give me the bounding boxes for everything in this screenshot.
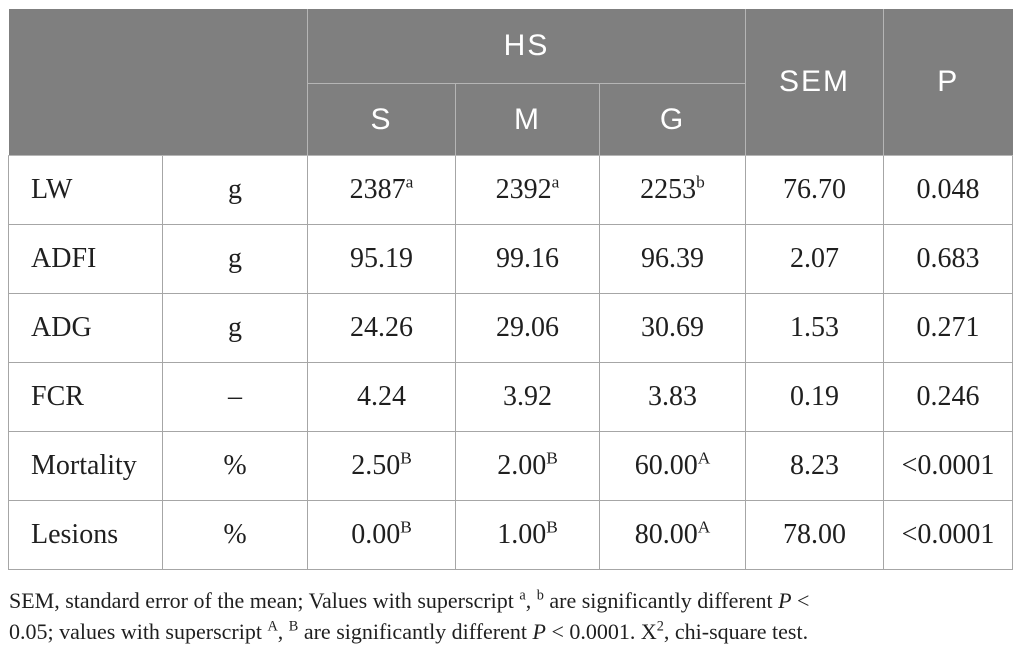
row-sem: 1.53 [745,293,884,363]
row-parameter: ADFI [8,224,163,294]
table-row: Lesions % 0.00B 1.00B 80.00A 78.00 <0.00… [8,500,1013,570]
row-value: 96.39 [599,224,746,294]
footnote-italic: P [532,619,546,644]
significance-superscript: b [696,172,705,192]
row-parameter: LW [8,155,163,225]
row-value: 2387a [307,155,456,225]
row-value: 30.69 [599,293,746,363]
header-sem: SEM [745,9,884,156]
significance-superscript: B [546,448,558,468]
footnote-italic: P [778,588,792,613]
row-sem: 8.23 [745,431,884,501]
row-parameter: Lesions [8,500,163,570]
row-value: 24.26 [307,293,456,363]
row-sem: 78.00 [745,500,884,570]
footnote: SEM, standard error of the mean; Values … [9,587,810,644]
row-p: 0.683 [883,224,1013,294]
header-sub-s: S [307,83,456,156]
row-sem: 2.07 [745,224,884,294]
header-p: P [883,9,1013,156]
table-header: HS SEM P S M G [8,9,1013,156]
table-body: LW g 2387a 2392a 2253b 76.70 0.048 ADFI … [8,155,1013,570]
row-value: 2.50B [307,431,456,501]
row-parameter: Mortality [8,431,163,501]
row-value: 2.00B [455,431,600,501]
row-unit: % [162,431,308,501]
significance-superscript: B [400,517,412,537]
row-value: 80.00A [599,500,746,570]
footnote-superscript: A [267,618,278,635]
table-row: ADG g 24.26 29.06 30.69 1.53 0.271 [8,293,1013,363]
row-value: 60.00A [599,431,746,501]
table-figure: HS SEM P S M G LW g 2387a 2392a 2253b 76… [8,9,1013,647]
table-row: Mortality % 2.50B 2.00B 60.00A 8.23 <0.0… [8,431,1013,501]
row-sem: 76.70 [745,155,884,225]
row-unit: % [162,500,308,570]
row-value: 2392a [455,155,600,225]
row-value: 99.16 [455,224,600,294]
significance-superscript: A [697,448,711,468]
row-sem: 0.19 [745,362,884,432]
row-value: 1.00B [455,500,600,570]
footnote-superscript: b [536,587,544,604]
row-value: 3.83 [599,362,746,432]
row-p: 0.048 [883,155,1013,225]
significance-superscript: B [546,517,558,537]
row-p: 0.271 [883,293,1013,363]
header-sub-m: M [455,83,600,156]
row-value: 95.19 [307,224,456,294]
footnote-superscript: B [288,618,299,635]
significance-superscript: A [697,517,711,537]
row-value: 2253b [599,155,746,225]
table-row: FCR – 4.24 3.92 3.83 0.19 0.246 [8,362,1013,432]
row-unit: – [162,362,308,432]
row-value: 4.24 [307,362,456,432]
significance-superscript: a [551,172,560,192]
row-p: <0.0001 [883,500,1013,570]
header-row-sub: S M G [9,83,1013,156]
significance-superscript: a [405,172,414,192]
row-parameter: ADG [8,293,163,363]
header-group-hs: HS [307,9,746,84]
footnote-superscript: a [519,587,526,604]
table-row: ADFI g 95.19 99.16 96.39 2.07 0.683 [8,224,1013,294]
row-value: 29.06 [455,293,600,363]
row-unit: g [162,155,308,225]
results-table: HS SEM P S M G LW g 2387a 2392a 2253b 76… [8,9,1013,570]
row-value: 0.00B [307,500,456,570]
header-row-group: HS SEM P [8,9,1013,156]
row-p: 0.246 [883,362,1013,432]
significance-superscript: B [400,448,412,468]
footnote-superscript: 2 [656,618,664,635]
row-p: <0.0001 [883,431,1013,501]
table-row: LW g 2387a 2392a 2253b 76.70 0.048 [8,155,1013,225]
row-value: 3.92 [455,362,600,432]
row-parameter: FCR [8,362,163,432]
row-unit: g [162,293,308,363]
header-empty-cell [8,9,308,156]
row-unit: g [162,224,308,294]
header-sub-g: G [599,83,746,156]
